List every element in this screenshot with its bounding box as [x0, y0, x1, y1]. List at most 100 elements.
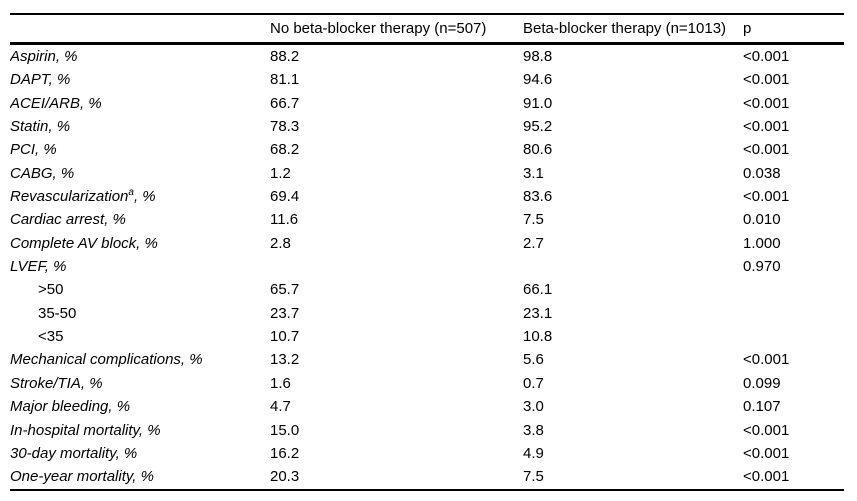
table-row: Major bleeding, % 4.7 3.0 0.107 [10, 395, 844, 418]
no-beta-blocker-value: 4.7 [270, 398, 291, 416]
p-value: <0.001 [743, 444, 790, 462]
row-label: Statin, % [10, 118, 71, 136]
beta-blocker-value: 3.0 [523, 398, 544, 416]
beta-blocker-value: 2.7 [523, 234, 544, 252]
comparison-table-container: No beta-blocker therapy (n=507) Beta-blo… [10, 13, 844, 491]
no-beta-blocker-value: 20.3 [270, 468, 300, 486]
no-beta-blocker-value: 65.7 [270, 281, 300, 299]
beta-blocker-value: 7.5 [523, 468, 544, 486]
table-row: Statin, % 78.3 95.2 <0.001 [10, 115, 844, 138]
table-row: Aspirin, % 88.2 98.8 <0.001 [10, 44, 844, 69]
beta-blocker-value: 80.6 [523, 141, 553, 159]
row-label: PCI, % [10, 141, 57, 159]
p-value: <0.001 [743, 421, 790, 439]
p-value: 0.038 [743, 164, 781, 182]
row-label: Complete AV block, % [10, 234, 158, 252]
row-label: <35 [38, 328, 64, 346]
header-beta-blocker: Beta-blocker therapy (n=1013) [523, 14, 743, 45]
header-p-value: p [743, 14, 844, 45]
no-beta-blocker-value: 88.2 [270, 48, 300, 65]
p-value [743, 302, 844, 325]
table-row: One-year mortality, % 20.3 7.5 <0.001 [10, 465, 844, 489]
p-value: 1.000 [743, 234, 781, 252]
table-row: In-hospital mortality, % 15.0 3.8 <0.001 [10, 419, 844, 442]
table-row: 35-50 23.7 23.1 [10, 302, 844, 325]
no-beta-blocker-value: 10.7 [270, 328, 300, 346]
no-beta-blocker-value: 11.6 [270, 211, 299, 229]
table-row: <35 10.7 10.8 [10, 325, 844, 348]
beta-blocker-value: 94.6 [523, 71, 553, 89]
header-row: No beta-blocker therapy (n=507) Beta-blo… [10, 14, 844, 45]
row-label: Stroke/TIA, % [10, 374, 103, 392]
p-value: 0.010 [743, 211, 781, 229]
row-label: In-hospital mortality, % [10, 421, 161, 439]
row-label: One-year mortality, % [10, 468, 154, 486]
table-header: No beta-blocker therapy (n=507) Beta-blo… [10, 14, 844, 45]
table-row: Cardiac arrest, % 11.6 7.5 0.010 [10, 208, 844, 231]
no-beta-blocker-value: 1.2 [270, 164, 291, 182]
beta-blocker-value: 83.6 [523, 188, 553, 206]
table-row: CABG, % 1.2 3.1 0.038 [10, 162, 844, 185]
beta-blocker-value: 95.2 [523, 118, 553, 136]
no-beta-blocker-value: 66.7 [270, 94, 300, 112]
no-beta-blocker-value: 16.2 [270, 444, 300, 462]
row-label: Aspirin, % [10, 48, 78, 65]
beta-blocker-value: 0.7 [523, 374, 544, 392]
beta-blocker-value: 23.1 [523, 304, 553, 322]
table-row: >50 65.7 66.1 [10, 278, 844, 301]
no-beta-blocker-value: 1.6 [270, 374, 291, 392]
table-row: Mechanical complications, % 13.2 5.6 <0.001 [10, 348, 844, 371]
no-beta-blocker-value: 68.2 [270, 141, 300, 159]
p-value: <0.001 [743, 48, 790, 65]
no-beta-blocker-value: 2.8 [270, 234, 291, 252]
p-value: <0.001 [743, 118, 790, 136]
table-row: DAPT, % 81.1 94.6 <0.001 [10, 68, 844, 91]
table-row: Complete AV block, % 2.8 2.7 1.000 [10, 232, 844, 255]
table-row: Revascularizationa, % 69.4 83.6 <0.001 [10, 185, 844, 208]
header-empty [10, 14, 270, 45]
row-label: Mechanical complications, % [10, 351, 203, 369]
row-label: >50 [38, 281, 64, 299]
beta-blocker-value: 98.8 [523, 48, 553, 65]
beta-blocker-value: 5.6 [523, 351, 544, 369]
row-label: ACEI/ARB, % [10, 94, 102, 112]
row-label: DAPT, % [10, 71, 71, 89]
row-label: Revascularizationa, % [10, 187, 156, 206]
beta-blocker-value [523, 255, 743, 278]
p-value: 0.107 [743, 398, 781, 416]
p-value: <0.001 [743, 468, 790, 486]
beta-blocker-value: 3.8 [523, 421, 544, 439]
no-beta-blocker-value: 15.0 [270, 421, 300, 439]
beta-blocker-value: 3.1 [523, 164, 544, 182]
p-value: 0.970 [743, 258, 781, 276]
p-value: 0.099 [743, 374, 781, 392]
p-value: <0.001 [743, 351, 790, 369]
no-beta-blocker-value: 69.4 [270, 188, 300, 206]
row-label: 30-day mortality, % [10, 444, 138, 462]
beta-blocker-value: 4.9 [523, 444, 544, 462]
row-label: Major bleeding, % [10, 398, 131, 416]
no-beta-blocker-value [270, 255, 523, 278]
beta-blocker-value: 10.8 [523, 328, 553, 346]
row-label: Cardiac arrest, % [10, 211, 126, 229]
no-beta-blocker-value: 78.3 [270, 118, 300, 136]
p-value: <0.001 [743, 71, 790, 89]
table-row: Stroke/TIA, % 1.6 0.7 0.099 [10, 372, 844, 395]
header-no-beta-blocker: No beta-blocker therapy (n=507) [270, 14, 523, 45]
footnote-marker: a [128, 187, 134, 199]
table-row: LVEF, % 0.970 [10, 255, 844, 278]
p-value: <0.001 [743, 188, 790, 206]
p-value [743, 278, 844, 301]
table-row: ACEI/ARB, % 66.7 91.0 <0.001 [10, 92, 844, 115]
row-label: LVEF, % [10, 258, 67, 276]
p-value: <0.001 [743, 141, 790, 159]
table-row: PCI, % 68.2 80.6 <0.001 [10, 138, 844, 161]
beta-blocker-value: 91.0 [523, 94, 553, 112]
no-beta-blocker-value: 23.7 [270, 304, 300, 322]
beta-blocker-value: 66.1 [523, 281, 553, 299]
no-beta-blocker-value: 81.1 [270, 71, 300, 89]
p-value [743, 325, 844, 348]
beta-blocker-value: 7.5 [523, 211, 544, 229]
table-body: Aspirin, % 88.2 98.8 <0.001 DAPT, % 81.1 94.6 <… [10, 44, 844, 490]
row-label: 35-50 [38, 304, 77, 322]
